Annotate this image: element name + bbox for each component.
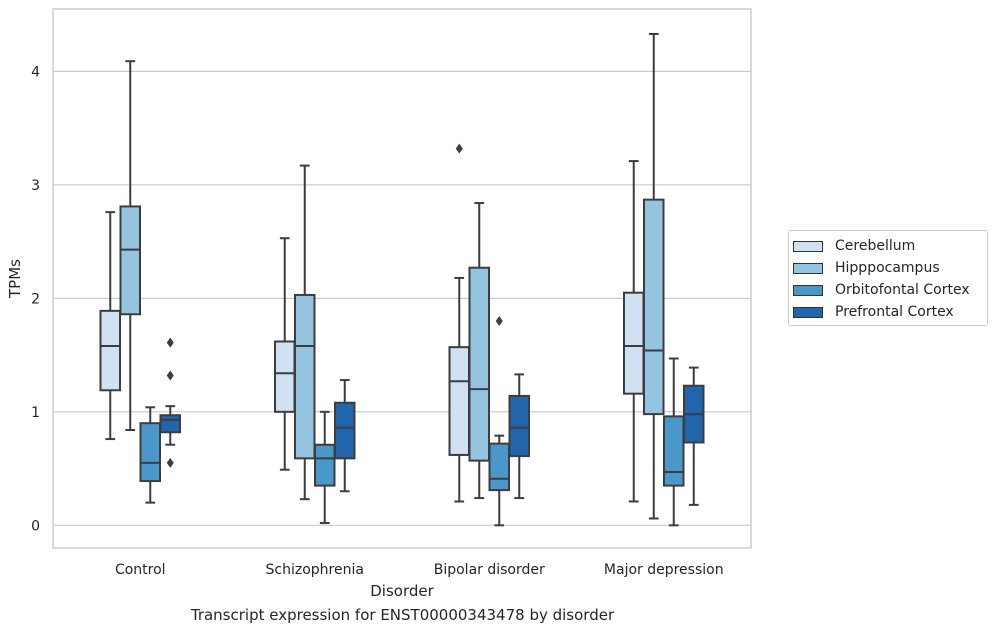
x-tick-label: Schizophrenia xyxy=(266,562,364,578)
y-tick-label: 0 xyxy=(31,518,40,534)
outlier-point xyxy=(495,316,503,327)
legend-item-prefrontal-cortex: Prefrontal Cortex xyxy=(793,303,954,321)
box xyxy=(448,346,470,456)
y-tick-label: 2 xyxy=(31,291,40,307)
box xyxy=(159,414,181,434)
outlier-point xyxy=(166,337,174,348)
outlier-point xyxy=(166,370,174,381)
y-tick-label: 4 xyxy=(31,64,40,80)
box xyxy=(334,401,356,460)
box xyxy=(488,442,510,492)
legend-label: Prefrontal Cortex xyxy=(835,304,954,320)
box xyxy=(663,415,685,487)
box xyxy=(508,394,530,458)
y-axis-label: TPMs xyxy=(6,259,24,299)
legend-item-hippocampus: Hipppocampus xyxy=(793,259,940,277)
y-tick-label: 3 xyxy=(31,178,40,194)
box xyxy=(314,443,336,487)
box xyxy=(99,309,121,392)
box xyxy=(119,205,141,316)
legend-swatch-hippocampus xyxy=(793,262,823,274)
legend-swatch-prefrontal-cortex xyxy=(793,306,823,318)
box xyxy=(643,198,665,416)
legend-label: Cerebellum xyxy=(835,238,916,254)
legend-swatch-orbitofrontal-cortex xyxy=(793,284,823,296)
box xyxy=(294,293,316,460)
y-tick-label: 1 xyxy=(31,405,40,421)
x-tick-label: Control xyxy=(115,562,166,578)
outlier-point xyxy=(166,457,174,468)
x-tick-label: Bipolar disorder xyxy=(434,562,545,578)
box xyxy=(623,291,645,395)
legend-label: Orbitofontal Cortex xyxy=(835,282,970,298)
x-axis-label: Disorder xyxy=(370,582,434,600)
plot-frame xyxy=(52,8,752,549)
box xyxy=(468,266,490,462)
x-tick-label: Major depression xyxy=(604,562,724,578)
outlier-point xyxy=(455,143,463,154)
chart-legend: Cerebellum Hipppocampus Orbitofontal Cor… xyxy=(788,230,988,326)
legend-swatch-cerebellum xyxy=(793,240,823,252)
box xyxy=(139,422,161,483)
figure-caption: Transcript expression for ENST0000034347… xyxy=(190,606,615,624)
legend-item-cerebellum: Cerebellum xyxy=(793,237,915,255)
legend-label: Hipppocampus xyxy=(835,260,940,276)
box xyxy=(274,340,296,413)
legend-item-orbitofrontal-cortex: Orbitofontal Cortex xyxy=(793,281,970,299)
